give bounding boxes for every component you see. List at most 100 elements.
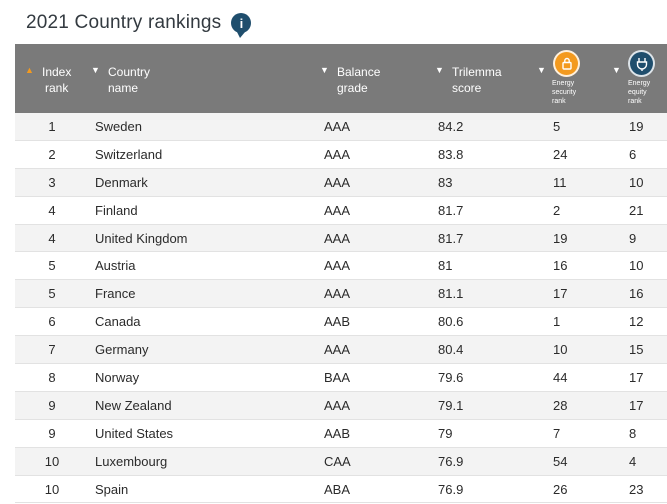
table-row[interactable]: 1 Sweden AAA 84.2 5 19: [15, 113, 667, 141]
cell-energy-security-rank: 5: [553, 119, 561, 134]
cell-balance-grade: AAA: [324, 397, 351, 413]
table-row[interactable]: 9 New Zealand AAA 79.1 28 17: [15, 391, 667, 420]
table-row[interactable]: 8 Norway BAA 79.6 44 17: [15, 364, 667, 392]
cell-energy-equity-rank: 15: [629, 342, 644, 358]
cell-balance-grade: AAA: [324, 230, 351, 246]
sort-balance-grade[interactable]: ▼ Balance grade: [318, 44, 428, 113]
cell-trilemma-score: 79.1: [438, 397, 464, 413]
sort-ascending-icon: ▲: [25, 65, 34, 75]
cell-balance-grade: AAA: [324, 119, 351, 134]
table-body: 1 Sweden AAA 84.2 5 19 2 Switzerland AAA 83.8 24 6 3…: [15, 113, 667, 504]
cell-balance-grade: AAA: [324, 258, 351, 274]
cell-energy-security-rank: 2: [553, 202, 561, 218]
sort-index-rank[interactable]: ▲ Index rank: [15, 44, 89, 113]
cell-energy-security-rank: 54: [553, 453, 568, 469]
table-row[interactable]: 9 United States AAB 79 7 8: [15, 419, 667, 448]
chevron-down-icon: ▼: [435, 65, 444, 75]
header-balance-grade: Balance grade: [337, 65, 381, 95]
cell-index-rank: 3: [48, 174, 56, 190]
cell-index-rank: 7: [48, 342, 56, 358]
cell-balance-grade: AAA: [324, 342, 351, 358]
cell-index-rank: 10: [44, 481, 60, 497]
cell-balance-grade: AAA: [324, 174, 351, 190]
table-row[interactable]: 10 Luxembourg CAA 76.9 54 4: [15, 447, 667, 476]
cell-country-name: Denmark: [95, 174, 148, 190]
title-row: 2021 Country rankings i: [26, 8, 252, 38]
chevron-down-icon: ▼: [537, 65, 546, 75]
cell-energy-security-rank: 19: [553, 230, 568, 246]
chevron-down-icon: ▼: [91, 65, 100, 75]
cell-country-name: Austria: [95, 258, 136, 274]
cell-trilemma-score: 81.7: [438, 202, 464, 218]
sort-trilemma-score[interactable]: ▼ Trilemma score: [433, 44, 543, 113]
cell-balance-grade: AAA: [324, 202, 351, 218]
table-row[interactable]: 5 France AAA 81.1 17 16: [15, 280, 667, 309]
cell-energy-security-rank: 26: [553, 481, 568, 497]
cell-trilemma-score: 84.2: [438, 119, 464, 134]
sort-energy-security-rank[interactable]: ▼ Energy security rank: [535, 44, 610, 113]
cell-energy-equity-rank: 17: [629, 370, 644, 386]
table-row[interactable]: 3 Denmark AAA 83 11 10: [15, 168, 667, 197]
cell-energy-equity-rank: 21: [629, 202, 644, 218]
cell-index-rank: 2: [48, 146, 56, 162]
cell-energy-equity-rank: 23: [629, 481, 644, 497]
cell-energy-security-rank: 10: [553, 342, 568, 358]
cell-balance-grade: ABA: [324, 481, 351, 497]
cell-index-rank: 9: [48, 397, 56, 413]
table-header: ▲ Index rank ▼ Country name ▼ Balance gr…: [15, 44, 667, 113]
rankings-table: ▲ Index rank ▼ Country name ▼ Balance gr…: [15, 44, 667, 504]
cell-trilemma-score: 76.9: [438, 481, 464, 497]
cell-index-rank: 10: [44, 453, 60, 469]
table-row[interactable]: 2 Switzerland AAA 83.8 24 6: [15, 140, 667, 169]
cell-trilemma-score: 81: [438, 258, 453, 274]
cell-trilemma-score: 81.7: [438, 230, 464, 246]
cell-country-name: Sweden: [95, 119, 142, 134]
cell-index-rank: 9: [48, 425, 56, 441]
cell-energy-security-rank: 1: [553, 314, 561, 330]
chevron-down-icon: ▼: [612, 65, 621, 75]
cell-energy-security-rank: 7: [553, 425, 561, 441]
table-row[interactable]: 4 United Kingdom AAA 81.7 19 9: [15, 224, 667, 253]
cell-country-name: Norway: [95, 370, 140, 386]
cell-energy-equity-rank: 12: [629, 314, 644, 330]
cell-trilemma-score: 76.9: [438, 453, 464, 469]
cell-energy-equity-rank: 16: [629, 286, 644, 302]
cell-energy-equity-rank: 8: [629, 425, 637, 441]
cell-balance-grade: AAA: [324, 286, 351, 302]
table-row[interactable]: 5 Austria AAA 81 16 10: [15, 252, 667, 281]
cell-trilemma-score: 80.4: [438, 342, 464, 358]
cell-country-name: United Kingdom: [95, 230, 188, 246]
cell-country-name: United States: [95, 425, 174, 441]
cell-country-name: Switzerland: [95, 146, 163, 162]
info-icon[interactable]: i: [231, 13, 252, 38]
cell-energy-security-rank: 17: [553, 286, 568, 302]
cell-balance-grade: AAB: [324, 425, 351, 441]
cell-energy-security-rank: 44: [553, 370, 568, 386]
page-title: 2021 Country rankings: [26, 12, 222, 33]
cell-energy-equity-rank: 10: [629, 174, 644, 190]
cell-balance-grade: CAA: [324, 453, 351, 469]
cell-index-rank: 4: [48, 230, 56, 246]
table-row[interactable]: 6 Canada AAB 80.6 1 12: [15, 308, 667, 337]
lock-icon: [553, 50, 580, 77]
table-row[interactable]: 7 Germany AAA 80.4 10 15: [15, 336, 667, 365]
cell-index-rank: 1: [48, 119, 56, 134]
cell-trilemma-score: 81.1: [438, 286, 464, 302]
cell-trilemma-score: 80.6: [438, 314, 464, 330]
cell-energy-security-rank: 28: [553, 397, 568, 413]
header-trilemma-score: Trilemma score: [452, 65, 502, 95]
sort-energy-equity-rank[interactable]: ▼ Energy equity rank: [610, 44, 667, 113]
header-index-rank: Index rank: [42, 65, 72, 95]
cell-country-name: Luxembourg: [95, 453, 168, 469]
cell-energy-security-rank: 16: [553, 258, 568, 274]
cell-trilemma-score: 83.8: [438, 146, 464, 162]
cell-index-rank: 8: [48, 370, 56, 386]
table-row[interactable]: 10 Spain ABA 76.9 26 23: [15, 475, 667, 504]
cell-country-name: Canada: [95, 314, 141, 330]
cell-energy-equity-rank: 6: [629, 146, 637, 162]
table-row[interactable]: 4 Finland AAA 81.7 2 21: [15, 196, 667, 225]
cell-country-name: France: [95, 286, 136, 302]
sort-country-name[interactable]: ▼ Country name: [89, 44, 309, 113]
cell-trilemma-score: 83: [438, 174, 453, 190]
cell-energy-security-rank: 24: [553, 146, 568, 162]
